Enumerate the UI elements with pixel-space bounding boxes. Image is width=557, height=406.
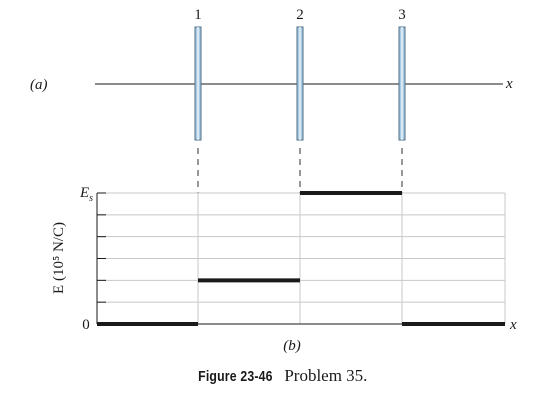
sheet-3-label: 3 — [398, 7, 406, 23]
e-field-plot — [97, 191, 505, 326]
part-b-graph: x Es 0 E (10⁵ N/C) (b) — [51, 185, 517, 354]
part-a-label: (a) — [30, 77, 48, 93]
sheet-2-label: 2 — [296, 7, 304, 23]
part-a-x-label: x — [505, 76, 513, 92]
sheet-1-label: 1 — [194, 7, 202, 23]
part-b-label: (b) — [283, 338, 301, 354]
part-a-diagram: (a) x 1 2 3 — [30, 7, 513, 141]
caption-label: Figure 23-46 — [197, 368, 273, 385]
y-axis-label: E (10⁵ N/C) — [51, 222, 67, 294]
figure-caption: Figure 23-46 Problem 35. — [0, 366, 557, 386]
x-axis-label: x — [509, 317, 517, 333]
sheet-3: 3 — [398, 7, 406, 141]
y-zero-label: 0 — [82, 317, 90, 333]
caption-text: Problem 35. — [284, 366, 368, 385]
y-top-label: Es — [79, 185, 93, 204]
y-ticks — [97, 192, 106, 303]
graph-grid — [97, 192, 506, 324]
sheet-1: 1 — [194, 7, 202, 141]
sheet-2: 2 — [296, 7, 304, 141]
